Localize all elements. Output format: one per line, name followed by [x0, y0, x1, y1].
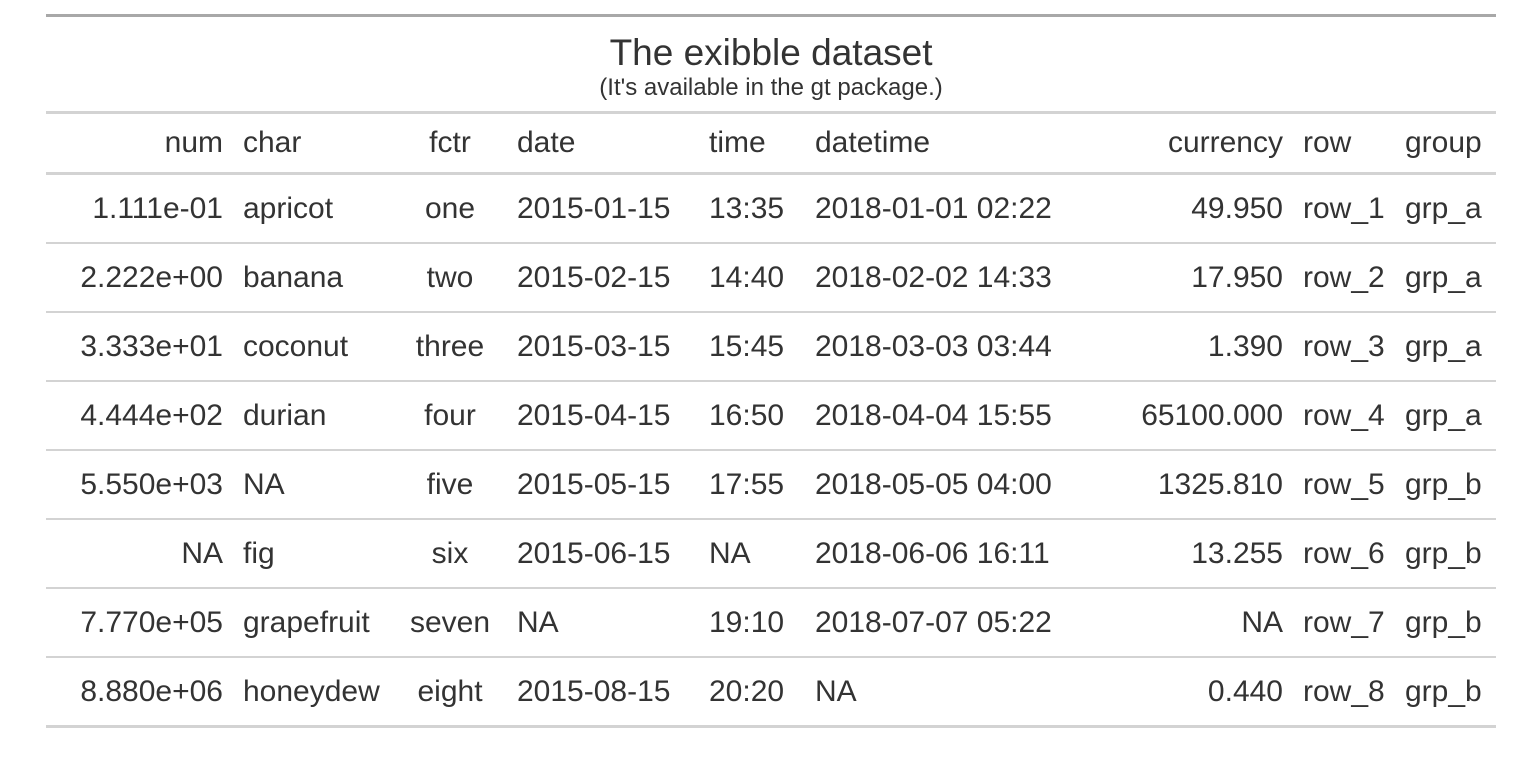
cell-date: 2015-04-15 [507, 380, 699, 450]
cell-char: coconut [233, 311, 393, 381]
col-header-num: num [46, 112, 233, 175]
cell-num: 3.333e+01 [46, 311, 233, 381]
cell-num: 8.880e+06 [46, 656, 233, 727]
cell-num: 7.770e+05 [46, 587, 233, 657]
cell-group: grp_a [1395, 380, 1497, 450]
cell-currency: 1325.810 [1086, 449, 1293, 519]
cell-char: fig [233, 518, 393, 588]
table-subtitle: (It's available in the gt package.) [46, 73, 1497, 114]
cell-num: 2.222e+00 [46, 242, 233, 312]
cell-row: row_2 [1293, 242, 1395, 312]
cell-char: grapefruit [233, 587, 393, 657]
cell-datetime: 2018-02-02 14:33 [805, 242, 1086, 312]
cell-time: NA [699, 518, 805, 588]
cell-fctr: six [393, 518, 507, 588]
cell-date: 2015-05-15 [507, 449, 699, 519]
cell-fctr: seven [393, 587, 507, 657]
cell-date: 2015-06-15 [507, 518, 699, 588]
cell-row: row_1 [1303, 191, 1385, 225]
cell-time: 16:50 [699, 380, 805, 450]
cell-row: row_7 [1293, 587, 1395, 657]
col-header-currency: currency [1086, 112, 1293, 175]
cell-datetime: 2018-05-05 04:00 [805, 449, 1086, 519]
cell-datetime: 2018-03-03 03:44 [805, 311, 1086, 381]
cell-datetime: 2018-07-07 05:22 [805, 587, 1086, 657]
exibble-table: The exibble dataset (It's available in t… [46, 14, 1497, 728]
col-header-char: char [233, 112, 393, 175]
cell-currency: 13.255 [1086, 518, 1293, 588]
cell-row: row_4 [1293, 380, 1395, 450]
column-header-row: num char fctr date time datetime currenc… [46, 112, 1497, 175]
col-header-date: date [507, 112, 699, 175]
cell-fctr: one [424, 191, 476, 225]
cell-time: 15:45 [699, 311, 805, 381]
cell-fctr: two [393, 242, 507, 312]
cell-num: 5.550e+03 [46, 449, 233, 519]
col-header-row: row [1293, 112, 1395, 175]
cell-group: grp_a [1395, 242, 1497, 312]
cell-group: grp_a [1405, 191, 1482, 225]
cell-group: grp_b [1395, 449, 1497, 519]
cell-char: honeydew [233, 656, 393, 727]
cell-time: 14:40 [699, 242, 805, 312]
cell-char: apricot [243, 191, 334, 225]
cell-datetime: 2018-06-06 16:11 [805, 518, 1086, 588]
table-title: The exibble dataset [609, 32, 933, 73]
cell-group: grp_b [1395, 518, 1497, 588]
cell-time: 17:55 [699, 449, 805, 519]
col-header-fctr: fctr [393, 112, 507, 175]
table-row: 7.770e+05 grapefruit seven NA 19:10 2018… [46, 587, 1497, 657]
cell-time: 19:10 [699, 587, 805, 657]
cell-time: 13:35 [709, 191, 785, 225]
gt-table-container: The exibble dataset (It's available in t… [46, 14, 1497, 728]
cell-date: 2015-03-15 [507, 311, 699, 381]
cell-currency: 65100.000 [1086, 380, 1293, 450]
table-row: 1.111e-01 apricot one 2015-01-15 13:35 2… [46, 174, 1496, 244]
cell-datetime: NA [805, 656, 1086, 727]
col-header-time: time [699, 112, 805, 175]
cell-row: row_6 [1293, 518, 1395, 588]
cell-date: 2015-02-15 [507, 242, 699, 312]
cell-currency: 49.950 [1191, 191, 1283, 225]
cell-group: grp_b [1395, 656, 1497, 727]
cell-fctr: five [393, 449, 507, 519]
table-row: 4.444e+02 durian four 2015-04-15 16:50 2… [46, 380, 1497, 450]
cell-row: row_8 [1293, 656, 1395, 727]
table-row: 3.333e+01 coconut three 2015-03-15 15:45… [46, 311, 1497, 381]
col-header-group: group [1395, 112, 1497, 175]
cell-num: NA [46, 518, 233, 588]
cell-char: NA [233, 449, 393, 519]
table-row: 5.550e+03 NA five 2015-05-15 17:55 2018-… [46, 449, 1497, 519]
cell-date: 2015-01-15 [517, 191, 671, 225]
table-row: 8.880e+06 honeydew eight 2015-08-15 20:2… [46, 656, 1497, 727]
cell-datetime: 2018-01-01 02:22 [815, 191, 1052, 225]
cell-row: row_5 [1293, 449, 1395, 519]
cell-char: durian [233, 380, 393, 450]
table-row: 2.222e+00 banana two 2015-02-15 14:40 20… [46, 242, 1497, 312]
cell-group: grp_a [1395, 311, 1497, 381]
cell-datetime: 2018-04-04 15:55 [805, 380, 1086, 450]
cell-date: 2015-08-15 [507, 656, 699, 727]
cell-fctr: three [393, 311, 507, 381]
cell-group: grp_b [1395, 587, 1497, 657]
cell-currency: 17.950 [1086, 242, 1293, 312]
cell-char: banana [233, 242, 393, 312]
cell-row: row_3 [1293, 311, 1395, 381]
cell-num: 1.111e-01 [92, 191, 223, 225]
cell-fctr: eight [393, 656, 507, 727]
cell-num: 4.444e+02 [46, 380, 233, 450]
cell-time: 20:20 [699, 656, 805, 727]
cell-currency: NA [1086, 587, 1293, 657]
cell-date: NA [507, 587, 699, 657]
table-row: NA fig six 2015-06-15 NA 2018-06-06 16:1… [46, 518, 1497, 588]
cell-currency: 1.390 [1086, 311, 1293, 381]
cell-fctr: four [393, 380, 507, 450]
cell-currency: 0.440 [1086, 656, 1293, 727]
col-header-datetime: datetime [805, 112, 1086, 175]
